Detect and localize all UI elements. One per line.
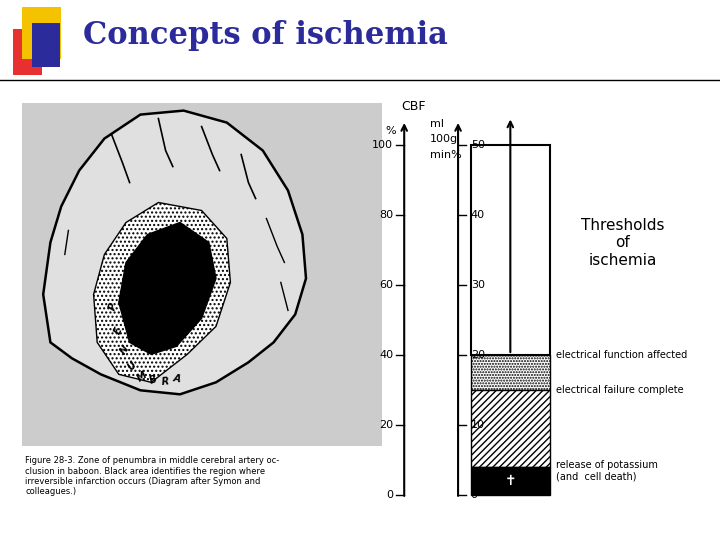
Bar (471, 145, 550, 355)
Text: 100: 100 (372, 140, 393, 150)
Text: R: R (161, 376, 169, 387)
Text: 20: 20 (379, 420, 393, 430)
Text: 0: 0 (386, 490, 393, 500)
Text: U: U (126, 360, 139, 373)
Polygon shape (43, 111, 306, 394)
Bar (13, 29, 42, 75)
Text: 10: 10 (471, 420, 485, 430)
Text: 40: 40 (379, 350, 393, 360)
Text: M: M (135, 369, 149, 383)
Text: 60: 60 (379, 280, 393, 290)
Text: %: % (385, 126, 396, 136)
Bar (22, 6, 61, 58)
Bar (22, 103, 382, 446)
Text: A: A (172, 374, 181, 384)
Text: CBF: CBF (401, 100, 426, 113)
Text: Thresholds
of
ischemia: Thresholds of ischemia (581, 218, 665, 268)
Text: Concepts of ischemia: Concepts of ischemia (83, 19, 448, 51)
Text: N: N (118, 344, 130, 356)
Text: electrical failure complete: electrical failure complete (557, 385, 684, 395)
Text: ✝: ✝ (505, 474, 516, 488)
Text: 20: 20 (471, 350, 485, 360)
Bar (471, 467, 550, 495)
Text: electrical function affected: electrical function affected (557, 350, 688, 360)
Bar (471, 355, 550, 390)
Text: 80: 80 (379, 210, 393, 220)
Text: 30: 30 (471, 280, 485, 290)
Text: min%: min% (430, 150, 462, 160)
Polygon shape (94, 202, 230, 382)
Polygon shape (119, 222, 216, 354)
Text: B: B (148, 374, 158, 386)
Bar (471, 390, 550, 467)
Text: 40: 40 (471, 210, 485, 220)
Text: 50: 50 (471, 140, 485, 150)
Text: Figure 28-3. Zone of penumbra in middle cerebral artery oc-
clusion in baboon. B: Figure 28-3. Zone of penumbra in middle … (25, 456, 279, 496)
Text: 100g: 100g (430, 134, 458, 144)
Text: release of potassium
(and  cell death): release of potassium (and cell death) (557, 460, 658, 482)
Text: E: E (112, 325, 124, 335)
Text: 0: 0 (471, 490, 478, 500)
Text: ml: ml (430, 119, 444, 129)
Bar (32, 23, 60, 67)
Text: P: P (107, 301, 120, 312)
